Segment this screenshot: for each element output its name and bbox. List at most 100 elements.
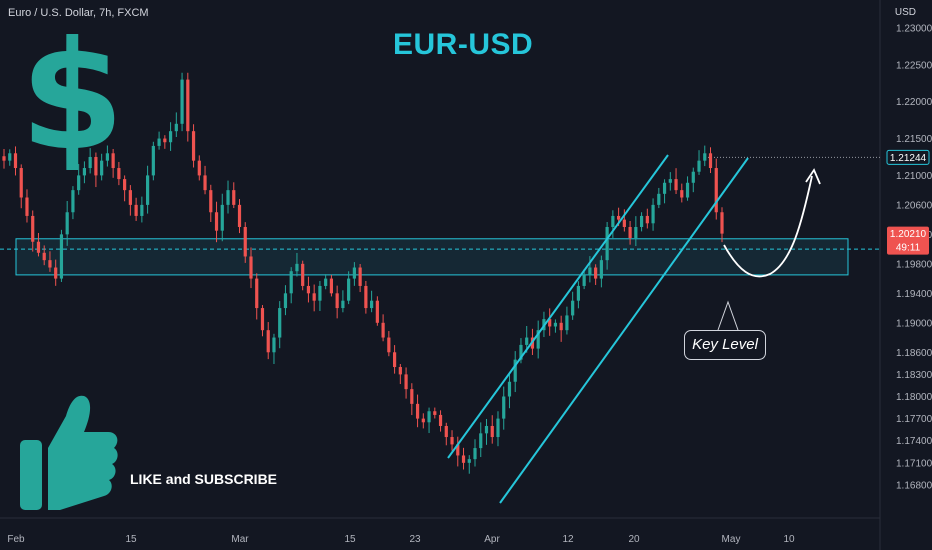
- candle: [651, 204, 655, 224]
- resistance-price-tag: [886, 149, 930, 165]
- candle: [128, 190, 132, 205]
- key-level-zone: [15, 238, 849, 276]
- price-tick-label: 1.23000: [896, 24, 932, 35]
- candle: [8, 153, 12, 161]
- candle: [490, 425, 494, 438]
- candle: [553, 322, 558, 327]
- candle: [54, 267, 58, 279]
- candle: [617, 215, 621, 220]
- candle: [77, 175, 81, 191]
- price-tick-label: 1.19000: [896, 318, 932, 329]
- candle: [335, 293, 339, 309]
- time-tick-label: May: [722, 534, 741, 545]
- candle: [272, 337, 276, 353]
- candle: [404, 374, 408, 390]
- candle: [186, 79, 190, 132]
- price-tick-label: 1.17700: [896, 414, 932, 425]
- candle: [59, 234, 64, 279]
- thumbs-up-icon: [20, 395, 118, 510]
- like-subscribe-text: LIKE and SUBSCRIBE: [130, 471, 278, 487]
- channel-upper-line: [447, 154, 669, 459]
- candle: [622, 219, 626, 227]
- resistance-price-text: 1.21244: [890, 153, 927, 164]
- candle: [105, 153, 109, 161]
- candles-group: [2, 72, 724, 474]
- price-tick-label: 1.21500: [896, 134, 932, 145]
- candle: [209, 190, 213, 213]
- candle: [100, 160, 104, 176]
- candle: [301, 263, 305, 286]
- price-tick-label: 1.20600: [896, 200, 932, 211]
- candle: [266, 330, 270, 353]
- candle: [375, 300, 379, 323]
- candle: [657, 193, 661, 205]
- currency-label: USD: [894, 7, 916, 18]
- candle: [680, 190, 684, 198]
- candle: [519, 344, 523, 360]
- candle: [82, 168, 87, 176]
- candle: [565, 315, 569, 331]
- current-price-text: 1.20210: [890, 229, 927, 240]
- candle: [415, 403, 420, 419]
- candle: [496, 418, 500, 438]
- candle: [668, 179, 672, 183]
- candle: [324, 278, 328, 286]
- candle: [576, 285, 580, 301]
- time-tick-label: 23: [409, 534, 421, 545]
- candle: [525, 337, 529, 345]
- candle: [157, 138, 161, 146]
- candle: [697, 160, 701, 172]
- candle: [163, 138, 167, 143]
- candle: [720, 212, 724, 234]
- candle: [117, 168, 121, 180]
- candle: [364, 285, 368, 309]
- candle: [571, 300, 575, 316]
- candle: [232, 190, 236, 205]
- candle: [691, 171, 695, 183]
- candle: [456, 444, 460, 456]
- candle: [341, 300, 345, 309]
- candle: [226, 190, 230, 205]
- candle: [605, 226, 609, 261]
- candle: [392, 352, 397, 368]
- candle: [151, 145, 155, 176]
- candle: [255, 278, 259, 309]
- candle: [2, 156, 6, 161]
- candle: [639, 215, 644, 227]
- candle: [94, 156, 98, 176]
- time-tick-label: 15: [125, 534, 137, 545]
- chart-title: EUR-USD: [393, 28, 534, 61]
- candle: [548, 319, 552, 327]
- candle: [674, 179, 678, 191]
- candle: [214, 212, 219, 231]
- candle: [283, 293, 288, 309]
- candle: [140, 204, 144, 216]
- candle: [306, 285, 311, 294]
- candle: [421, 418, 425, 423]
- key-level-callout: Key Level: [684, 330, 766, 360]
- candle: [174, 123, 178, 132]
- candle: [398, 367, 402, 375]
- price-tick-label: 1.16800: [896, 480, 932, 491]
- time-tick-label: 12: [562, 534, 574, 545]
- candle: [168, 131, 173, 143]
- candle: [180, 79, 184, 124]
- candle: [594, 267, 598, 279]
- channel-lower-line: [499, 157, 749, 504]
- candle: [444, 425, 448, 438]
- time-tick-label: Mar: [231, 534, 249, 545]
- candle: [588, 267, 592, 275]
- candle: [48, 260, 52, 268]
- price-tick-label: 1.18000: [896, 392, 932, 403]
- time-tick-label: 20: [628, 534, 640, 545]
- time-tick-label: 15: [344, 534, 356, 545]
- candle: [36, 241, 41, 253]
- candle: [31, 215, 35, 242]
- candle: [370, 300, 374, 309]
- price-tick-label: 1.21000: [896, 171, 932, 182]
- time-tick-label: Apr: [484, 534, 500, 545]
- candle: [387, 337, 391, 353]
- candle: [42, 252, 46, 261]
